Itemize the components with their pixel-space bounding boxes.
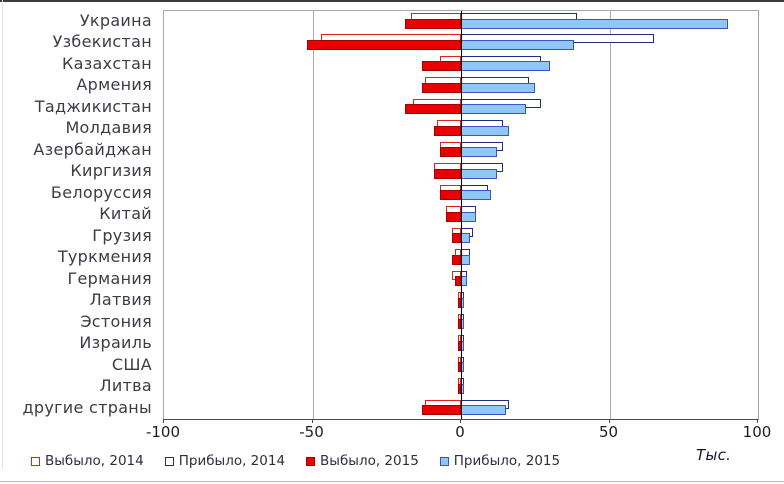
bar xyxy=(461,190,491,201)
legend-item: Выбыло, 2015 xyxy=(306,453,419,469)
category-label: Литва xyxy=(99,376,152,396)
bar xyxy=(404,104,461,115)
category-label: Эстония xyxy=(80,311,152,331)
bar xyxy=(458,319,461,330)
bar xyxy=(452,254,461,265)
category-label: Белоруссия xyxy=(50,182,152,202)
bar xyxy=(461,211,476,222)
value-tick-label: -100 xyxy=(145,423,181,441)
bar xyxy=(461,39,574,50)
bar xyxy=(434,125,461,136)
legend: Выбыло, 2014 Прибыло, 2014 Выбыло, 2015 При… xyxy=(31,453,560,469)
zero-axis-line xyxy=(461,11,462,419)
bar xyxy=(461,125,509,136)
plot-area xyxy=(163,10,759,420)
category-label: США xyxy=(111,354,152,374)
value-axis-labels: -100 -50 0 50 100 xyxy=(0,423,784,443)
value-tick-label: 50 xyxy=(598,423,619,441)
legend-item: Прибыло, 2014 xyxy=(164,453,286,469)
bar xyxy=(452,233,461,244)
legend-item: Выбыло, 2014 xyxy=(31,453,144,469)
bar xyxy=(306,39,461,50)
value-tick-label: 100 xyxy=(742,423,772,441)
category-label: Узбекистан xyxy=(52,32,152,52)
gridline xyxy=(609,11,611,419)
category-label: Латвия xyxy=(89,290,152,310)
bar xyxy=(461,82,536,93)
category-label: Израиль xyxy=(79,333,152,353)
legend-label: Прибыло, 2014 xyxy=(178,453,286,469)
category-label: другие страны xyxy=(22,397,152,417)
category-label: Молдавия xyxy=(65,118,152,138)
bar xyxy=(458,362,461,373)
category-label: Армения xyxy=(76,75,152,95)
bar xyxy=(461,254,470,265)
category-axis-labels: Украина Узбекистан Казахстан Армения Таджики… xyxy=(0,10,156,418)
legend-label: Выбыло, 2015 xyxy=(320,453,419,469)
category-label: Туркмения xyxy=(57,247,152,267)
value-tick-label: 0 xyxy=(455,423,465,441)
top-border xyxy=(0,0,784,2)
tick-mark xyxy=(757,419,758,423)
bar xyxy=(422,61,461,72)
value-tick-label: -50 xyxy=(299,423,324,441)
bar xyxy=(440,190,461,201)
legend-item: Прибыло, 2015 xyxy=(439,453,561,469)
category-label: Германия xyxy=(67,268,152,288)
legend-swatch-icon xyxy=(31,456,40,466)
left-border xyxy=(2,0,3,470)
bar xyxy=(461,147,497,158)
bar xyxy=(446,211,461,222)
category-label: Казахстан xyxy=(61,53,152,73)
bar xyxy=(404,18,461,29)
bar xyxy=(458,297,461,308)
axis-unit-label: Тыс. xyxy=(696,446,732,464)
category-label: Украина xyxy=(79,11,152,30)
legend-label: Прибыло, 2015 xyxy=(453,453,561,469)
legend-swatch-icon xyxy=(306,456,316,466)
bar xyxy=(434,168,461,179)
bar xyxy=(461,233,470,244)
bar xyxy=(461,18,729,29)
category-label: Таджикистан xyxy=(34,96,152,116)
legend-swatch-icon xyxy=(439,456,449,466)
category-label: Китай xyxy=(99,204,152,224)
category-label: Азербайджан xyxy=(33,139,152,159)
category-label: Киргизия xyxy=(70,161,152,181)
tick-mark xyxy=(163,419,164,423)
bar xyxy=(458,383,461,394)
legend-label: Выбыло, 2014 xyxy=(45,453,144,469)
legend-swatch-icon xyxy=(164,456,174,466)
bar xyxy=(440,147,461,158)
bottom-border xyxy=(0,481,784,482)
bar xyxy=(455,276,461,287)
bar xyxy=(461,61,551,72)
tick-mark xyxy=(608,419,610,423)
tick-mark xyxy=(311,419,313,423)
gridline xyxy=(312,11,314,419)
bar xyxy=(422,405,461,416)
bar xyxy=(458,340,461,351)
bar xyxy=(461,405,506,416)
bar xyxy=(461,168,497,179)
category-label: Грузия xyxy=(92,225,152,245)
tick-mark xyxy=(460,419,461,423)
bar xyxy=(461,104,527,115)
bar xyxy=(422,82,461,93)
